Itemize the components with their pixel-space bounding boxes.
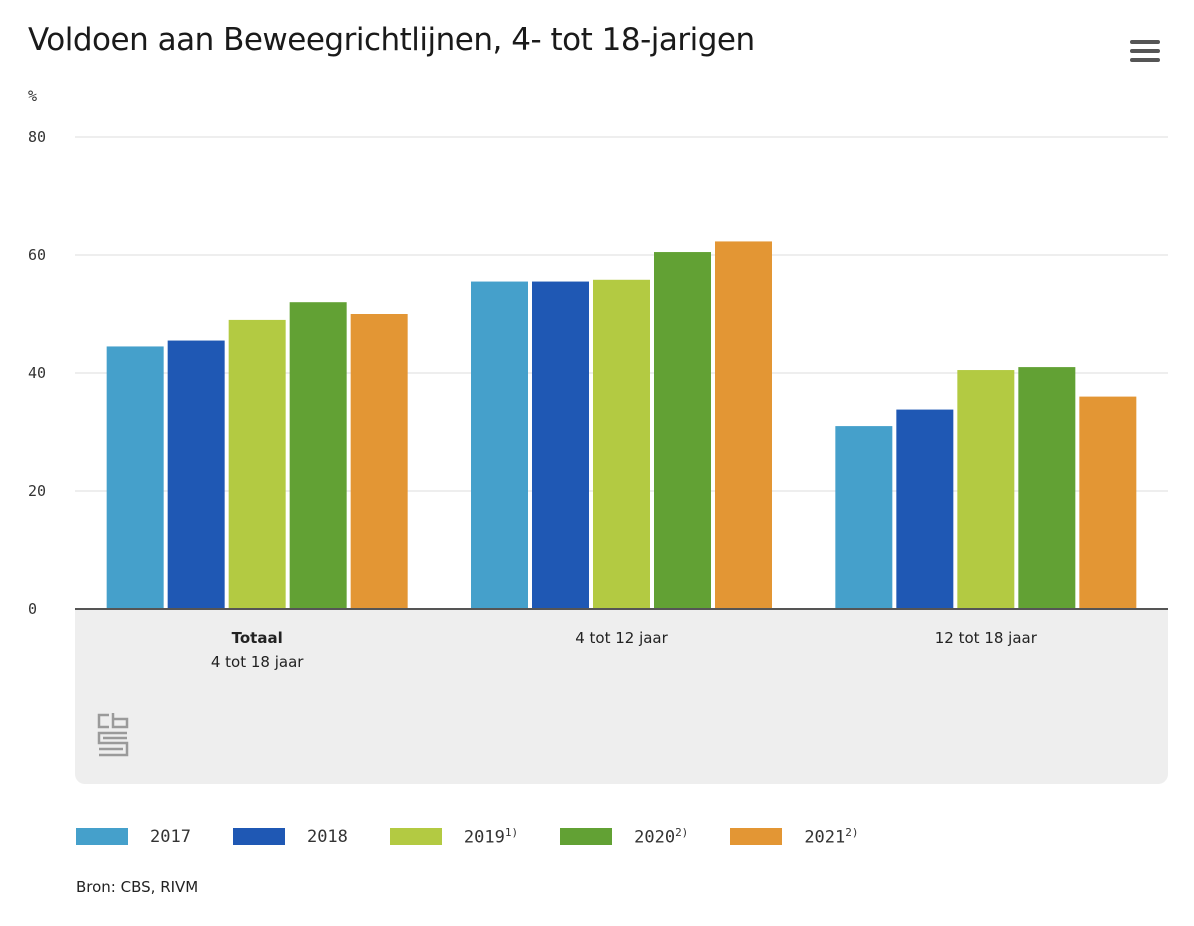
- legend-swatch: [232, 828, 285, 846]
- hamburger-menu-icon[interactable]: [1128, 40, 1162, 64]
- legend-series-name: 2017: [150, 826, 191, 847]
- bar: [654, 252, 711, 610]
- legend-series-name: 2021: [804, 827, 846, 848]
- chart-title: Voldoen aan Beweegrichtlijnen, 4- tot 18…: [28, 22, 755, 58]
- legend-footnote-marker: 2): [675, 826, 689, 839]
- legend-item-2019[interactable]: 20191): [389, 826, 518, 848]
- bar: [593, 279, 650, 609]
- legend-item-2021[interactable]: 20212): [730, 826, 859, 848]
- legend-swatch: [76, 828, 128, 846]
- bar: [957, 370, 1015, 609]
- y-tick-label: 40: [28, 364, 46, 382]
- legend-series-name: 2018: [306, 826, 348, 847]
- y-tick-label: 0: [28, 600, 37, 618]
- legend-series-name: 2020: [634, 827, 676, 848]
- legend-swatch: [730, 828, 783, 846]
- bar: [167, 340, 225, 609]
- y-axis-label: %: [28, 87, 37, 105]
- x-tick-label: 4 tot 12 jaar: [575, 629, 668, 647]
- legend-label: 20212): [804, 826, 858, 848]
- source-note: Bron: CBS, RIVM: [76, 878, 199, 896]
- legend-series-name: 2019: [463, 827, 505, 848]
- legend-footnote-marker: 1): [504, 826, 519, 839]
- bar: [471, 281, 528, 609]
- y-tick-label: 20: [28, 482, 46, 500]
- bar: [1018, 367, 1076, 609]
- legend-label: 20202): [634, 826, 688, 848]
- bar: [106, 346, 164, 609]
- legend: 2017 2018 20191) 20202) 20212): [76, 826, 901, 848]
- bar: [896, 409, 954, 609]
- legend-item-2017[interactable]: 2017: [76, 827, 191, 847]
- legend-label: 20191): [464, 826, 518, 848]
- bar: [289, 302, 347, 609]
- y-tick-label: 80: [28, 128, 46, 146]
- legend-swatch: [389, 828, 442, 846]
- legend-item-2020[interactable]: 20202): [560, 826, 688, 848]
- legend-item-2018[interactable]: 2018: [232, 827, 348, 847]
- bar: [835, 426, 893, 609]
- legend-label: 2018: [307, 827, 348, 847]
- bar: [532, 281, 589, 609]
- bar: [350, 314, 408, 609]
- x-tick-label: Totaal: [232, 629, 283, 647]
- x-tick-label: 4 tot 18 jaar: [211, 653, 304, 671]
- bar: [1079, 396, 1137, 609]
- x-tick-label: 12 tot 18 jaar: [935, 629, 1038, 647]
- category-band-top: [75, 609, 1168, 621]
- y-tick-label: 60: [28, 246, 46, 264]
- legend-footnote-marker: 2): [845, 826, 859, 839]
- legend-label: 2017: [150, 827, 191, 847]
- cbs-logo-icon: [97, 713, 129, 757]
- bar: [715, 241, 772, 609]
- legend-swatch: [560, 828, 613, 846]
- bar: [228, 319, 286, 609]
- bar-chart: 0 20 40 60 80 % Totaal 4 tot 18 jaar 4 tot 12 …: [28, 87, 1168, 784]
- category-band: [75, 609, 1168, 784]
